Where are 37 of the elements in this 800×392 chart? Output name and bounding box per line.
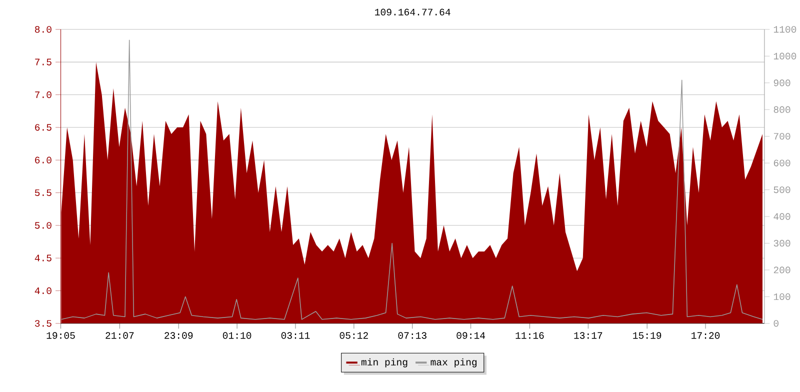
x-tick-label: 03:11 <box>281 332 310 339</box>
y-tick-label: 3.5 <box>34 320 52 327</box>
y2-tick-label: 500 <box>774 186 790 194</box>
y-tick-label: 7.0 <box>35 91 52 98</box>
y2-tick-label: 1100 <box>774 26 796 33</box>
x-tick-label: 19:05 <box>46 332 75 339</box>
chart-title: 109.164.77.64 <box>375 8 450 16</box>
y-tick-label: 4.0 <box>34 287 52 294</box>
x-tick-label: 07:13 <box>398 332 426 339</box>
y2-tick-label: 900 <box>774 80 790 86</box>
y-tick-label: 6.0 <box>35 156 52 164</box>
y-tick-label: 4.5 <box>34 254 52 262</box>
x-tick-label: 05:12 <box>340 332 368 339</box>
y2-tick-label: 100 <box>774 293 790 300</box>
legend-label: max ping <box>430 358 476 368</box>
y2-tick-label: 300 <box>774 240 790 247</box>
y2-tick-label: 700 <box>774 132 790 140</box>
y2-tick-label: 0 <box>774 320 778 327</box>
y2-tick-label: 200 <box>774 266 790 274</box>
y-tick-label: 8.0 <box>35 26 52 33</box>
x-tick-label: 13:17 <box>574 332 602 339</box>
y2-tick-label: 400 <box>774 213 790 220</box>
y-tick-label: 7.5 <box>35 58 52 66</box>
y-tick-label: 5.0 <box>34 222 52 229</box>
x-tick-label: 01:10 <box>222 332 252 339</box>
x-tick-label: 21:07 <box>106 332 134 339</box>
x-tick-label: 11:16 <box>516 332 544 339</box>
y-tick-label: 5.5 <box>34 189 52 196</box>
y2-tick-label: 1000 <box>774 52 796 60</box>
y2-tick-label: 800 <box>774 106 790 113</box>
x-tick-label: 23:09 <box>164 332 193 339</box>
y-tick-label: 6.5 <box>35 124 52 131</box>
y2-tick-label: 600 <box>774 160 790 166</box>
x-tick-label: 17:20 <box>692 332 720 339</box>
x-tick-label: 15:19 <box>633 332 662 339</box>
x-tick-label: 09:14 <box>456 332 486 339</box>
legend-label: min ping <box>361 358 408 368</box>
